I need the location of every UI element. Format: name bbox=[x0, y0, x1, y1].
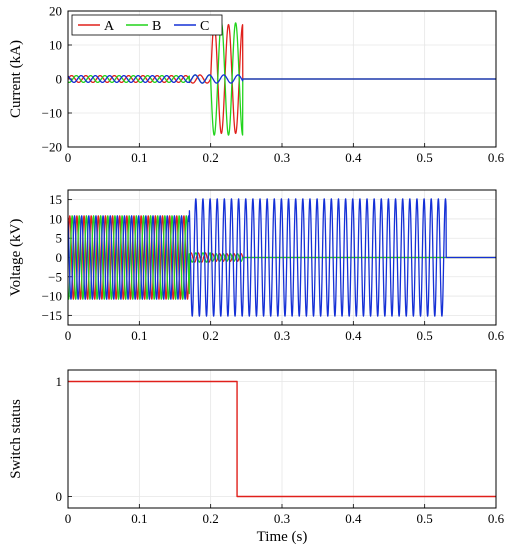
chart-panel-3: 0 0.1 0.2 0.3 0.4 0.5 0.6 1 0 Switch status Time (… bbox=[8, 369, 505, 545]
chart-panel-2: 0 0.1 0.2 0.3 0.4 0.5 0.6 15 10 5 0 −5 −10 −15 Voltage… bbox=[8, 189, 505, 343]
series-line-status bbox=[68, 380, 496, 498]
x-tick-label: 0.4 bbox=[345, 328, 362, 343]
y-tick-label: 5 bbox=[56, 231, 63, 246]
x-tick-label: 0.3 bbox=[274, 328, 290, 343]
x-tick-label: 0.2 bbox=[203, 511, 219, 526]
series-line-B bbox=[68, 215, 496, 300]
x-tick-label: 0.4 bbox=[345, 511, 362, 526]
legend-label-A: A bbox=[104, 19, 115, 34]
y-tick-label: −5 bbox=[48, 269, 62, 284]
y-tick-label: 15 bbox=[49, 192, 62, 207]
x-tick-label: 0.4 bbox=[345, 150, 362, 165]
x-tick-label: 0.1 bbox=[131, 328, 147, 343]
axes-frame bbox=[67, 369, 497, 509]
legend: A B C bbox=[71, 14, 223, 36]
x-tick-label: 0.2 bbox=[203, 328, 219, 343]
y-axis-label: Voltage (kV) bbox=[8, 219, 24, 297]
x-tick-label: 0.6 bbox=[488, 328, 505, 343]
x-tick-label: 0.3 bbox=[274, 150, 290, 165]
x-tick-label: 0.6 bbox=[488, 150, 505, 165]
y-tick-label: −20 bbox=[42, 140, 62, 155]
series-line-C bbox=[68, 74, 496, 84]
y-tick-label: 1 bbox=[56, 374, 63, 389]
x-tick-label: 0.1 bbox=[131, 150, 147, 165]
x-tick-label: 0 bbox=[65, 511, 72, 526]
x-tick-label: 0.2 bbox=[203, 150, 219, 165]
x-tick-label: 0 bbox=[65, 328, 72, 343]
axes-frame bbox=[67, 189, 497, 326]
y-tick-label: 0 bbox=[56, 250, 63, 265]
y-tick-label: −10 bbox=[42, 289, 62, 304]
plot-area bbox=[68, 380, 496, 498]
plot-area bbox=[68, 22, 496, 136]
x-tick-label: 0.5 bbox=[417, 150, 433, 165]
x-tick-label: 0.3 bbox=[274, 511, 290, 526]
plot-area bbox=[68, 198, 496, 317]
y-tick-label: 0 bbox=[56, 72, 63, 87]
y-tick-label: 10 bbox=[49, 211, 62, 226]
y-tick-label: −10 bbox=[42, 106, 62, 121]
grid-lines bbox=[67, 370, 497, 508]
y-axis-label: Current (kA) bbox=[8, 40, 24, 118]
x-tick-label: 0 bbox=[65, 150, 72, 165]
series-line-C bbox=[68, 198, 496, 317]
chart-panel-1: 0 0.1 0.2 0.3 0.4 0.5 0.6 20 10 0 −10 −20 Current (k… bbox=[8, 4, 505, 166]
axes-frame bbox=[67, 10, 497, 148]
y-tick-label: −15 bbox=[42, 308, 62, 323]
y-axis-label: Switch status bbox=[8, 399, 24, 479]
x-axis-label: Time (s) bbox=[257, 529, 308, 545]
x-tick-label: 0.6 bbox=[488, 511, 505, 526]
y-tick-label: 10 bbox=[49, 38, 62, 53]
y-tick-label: 20 bbox=[49, 4, 62, 19]
x-tick-label: 0.5 bbox=[417, 328, 433, 343]
x-tick-label: 0.5 bbox=[417, 511, 433, 526]
x-tick-label: 0.1 bbox=[131, 511, 147, 526]
y-tick-label: 0 bbox=[56, 489, 63, 504]
legend-label-C: C bbox=[200, 19, 209, 34]
legend-label-B: B bbox=[152, 19, 161, 34]
